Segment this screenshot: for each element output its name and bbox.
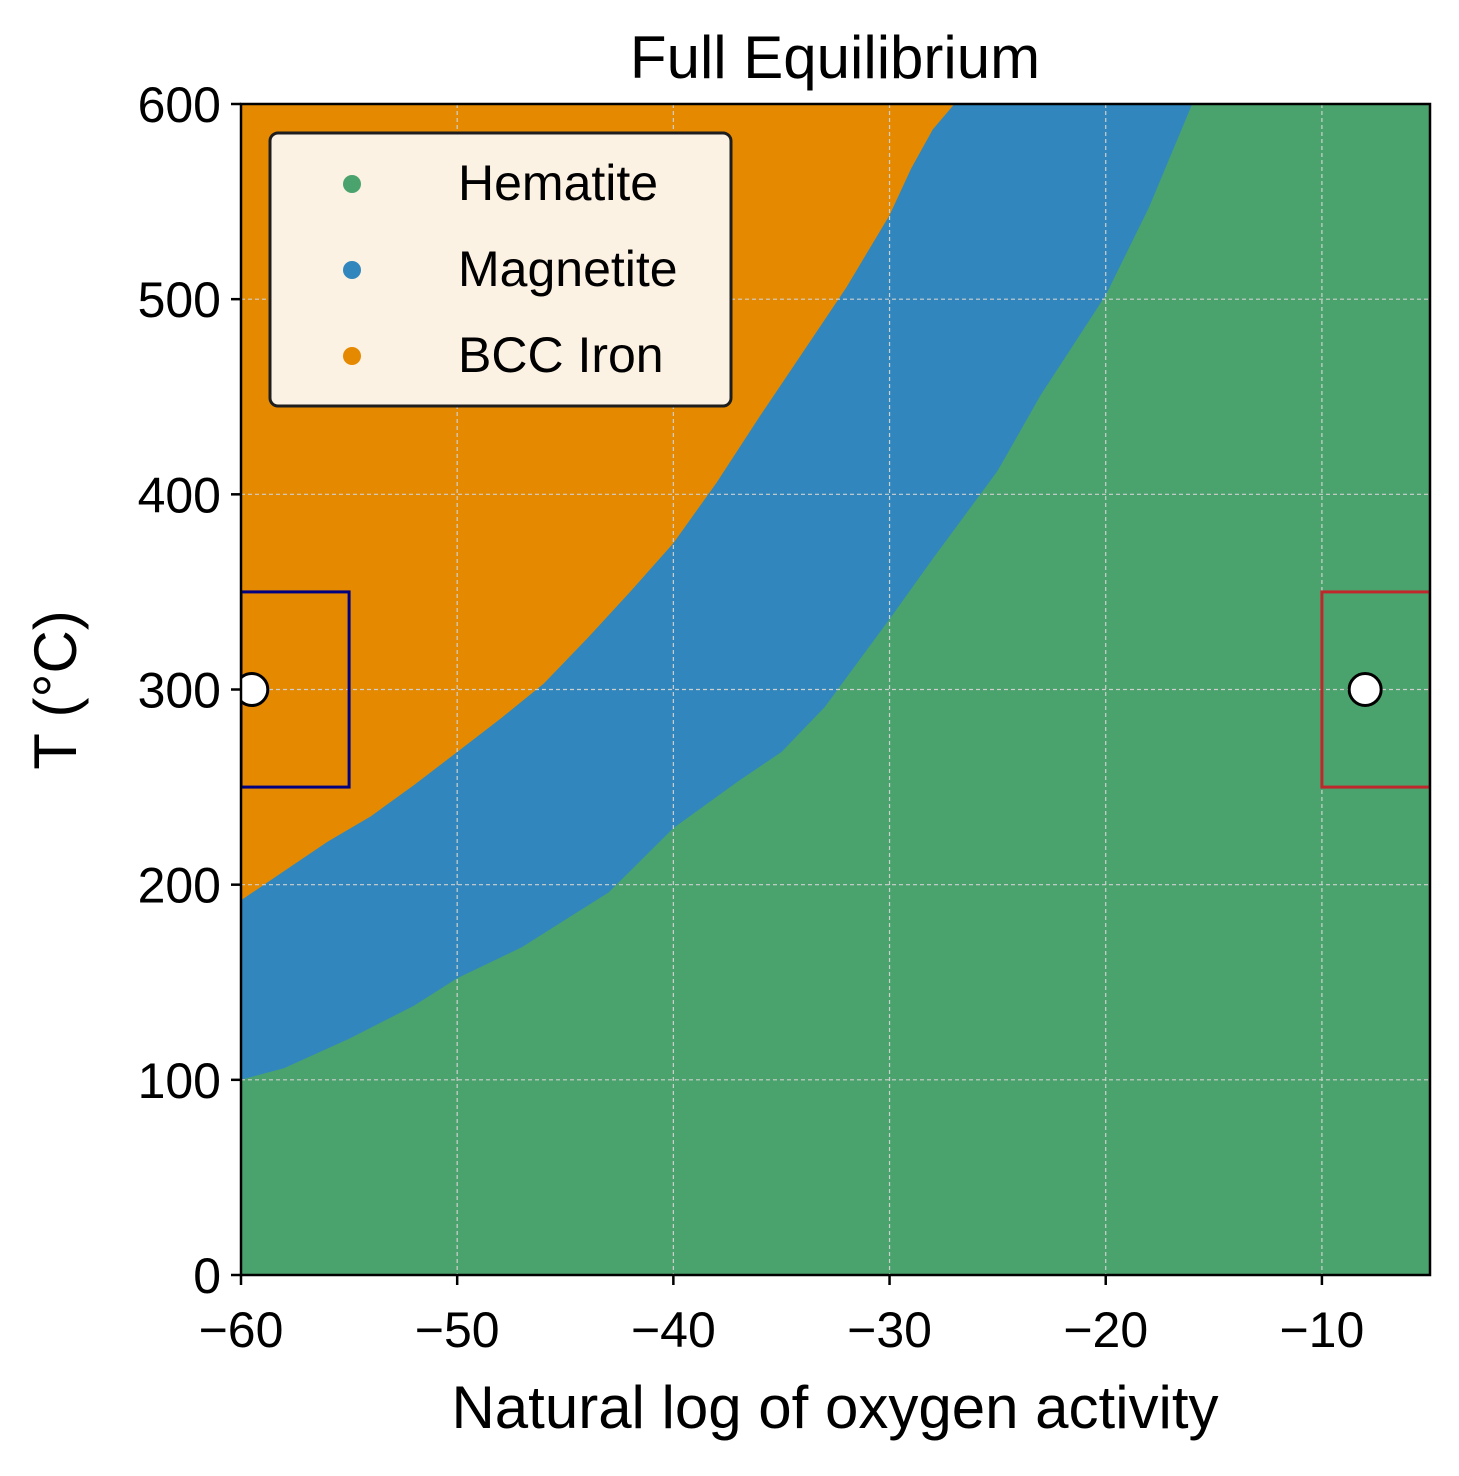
state-marker-1 (1347, 672, 1383, 707)
x-tick-label: −60 (199, 1302, 284, 1358)
y-tick-label: 500 (138, 272, 221, 328)
y-tick-label: 600 (138, 77, 221, 133)
chart-title: Full Equilibrium (630, 24, 1040, 91)
y-axis: 0 100 200 300 400 500 600 (138, 77, 241, 1304)
legend-marker-hematite (343, 175, 361, 193)
legend-marker-bcc-iron (343, 347, 361, 365)
y-tick-label: 100 (138, 1053, 221, 1109)
x-axis: −60 −50 −40 −30 −20 −10 (199, 1275, 1364, 1358)
y-tick-label: 300 (138, 663, 221, 719)
state-marker-0 (241, 672, 270, 707)
legend-box (268, 131, 733, 408)
legend-marker-magnetite (343, 261, 361, 279)
x-tick-label: −40 (631, 1302, 716, 1358)
y-tick-label: 0 (193, 1248, 221, 1304)
x-tick-label: −10 (1279, 1302, 1364, 1358)
x-tick-label: −30 (847, 1302, 932, 1358)
legend-label-hematite: Hematite (458, 155, 658, 211)
state-markers (241, 672, 1383, 707)
legend: Hematite Magnetite BCC Iron (268, 131, 733, 408)
highlight-box-0 (241, 590, 351, 789)
x-tick-label: −50 (415, 1302, 500, 1358)
y-axis-label: T (°C) (22, 610, 89, 770)
y-tick-label: 400 (138, 467, 221, 523)
x-axis-label: Natural log of oxygen activity (451, 1374, 1218, 1441)
y-tick-label: 200 (138, 858, 221, 914)
x-tick-label: −20 (1063, 1302, 1148, 1358)
legend-label-bcc-iron: BCC Iron (458, 327, 664, 383)
legend-label-magnetite: Magnetite (458, 241, 678, 297)
